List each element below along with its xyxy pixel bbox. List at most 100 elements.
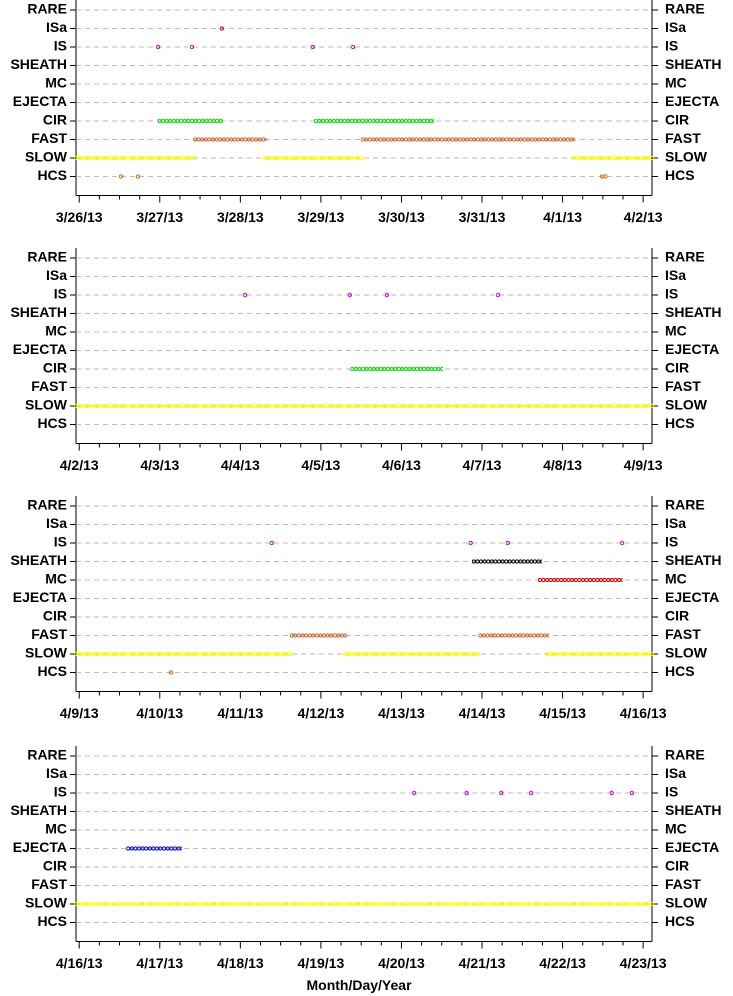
event-interval xyxy=(314,118,435,124)
x-tick-label: 4/16/13 xyxy=(56,955,103,971)
y-tick-label-right: EJECTA xyxy=(665,93,719,109)
x-tick-label: 3/30/13 xyxy=(378,209,425,225)
y-tick-label-right: IS xyxy=(665,784,678,800)
event-interval xyxy=(190,44,195,50)
y-tick-label-right: SHEATH xyxy=(665,56,722,72)
x-tick-label: 3/27/13 xyxy=(136,209,183,225)
y-tick-label: IS xyxy=(54,534,67,550)
y-tick-label-right: CIR xyxy=(665,360,689,376)
x-tick-label: 4/4/13 xyxy=(221,457,260,473)
y-tick-label: MC xyxy=(45,571,67,587)
x-tick-label: 4/2/13 xyxy=(60,457,99,473)
y-tick-label: RARE xyxy=(27,1,67,17)
x-tick-label: 4/1/13 xyxy=(543,209,582,225)
y-tick-label-right: MC xyxy=(665,571,687,587)
y-tick-label-right: RARE xyxy=(665,747,705,763)
event-interval xyxy=(157,118,224,124)
x-tick-label: 4/20/13 xyxy=(378,955,425,971)
y-tick-label: RARE xyxy=(27,747,67,763)
y-tick-label-right: EJECTA xyxy=(665,589,719,605)
y-tick-label: SHEATH xyxy=(10,802,67,818)
event-interval xyxy=(529,790,534,796)
y-tick-label: SHEATH xyxy=(10,304,67,320)
y-tick-label: EJECTA xyxy=(13,589,67,605)
y-tick-label: FAST xyxy=(31,626,67,642)
y-tick-label: MC xyxy=(45,821,67,837)
x-tick-label: 3/26/13 xyxy=(56,209,103,225)
y-tick-label: HCS xyxy=(37,913,67,929)
y-tick-label: HCS xyxy=(37,415,67,431)
x-tick-label: 4/3/13 xyxy=(140,457,179,473)
event-interval xyxy=(243,292,248,298)
y-tick-label: HCS xyxy=(37,663,67,679)
event-interval xyxy=(464,790,469,796)
event-interval xyxy=(219,25,224,32)
x-tick-label: 4/21/13 xyxy=(459,955,506,971)
y-tick-label-right: EJECTA xyxy=(665,341,719,357)
y-tick-label-right: SLOW xyxy=(665,645,708,661)
y-tick-label-right: MC xyxy=(665,821,687,837)
y-tick-label-right: ISa xyxy=(665,515,686,531)
y-tick-label-right: SHEATH xyxy=(665,304,722,320)
x-tick-label: 4/15/13 xyxy=(539,705,586,721)
y-tick-label-right: HCS xyxy=(665,663,695,679)
y-tick-label-right: HCS xyxy=(665,913,695,929)
x-tick-label: 4/5/13 xyxy=(301,457,340,473)
event-interval xyxy=(262,155,364,161)
y-tick-label: CIR xyxy=(43,360,67,376)
y-tick-label-right: FAST xyxy=(665,876,701,892)
y-tick-label-right: ISa xyxy=(665,765,686,781)
event-interval xyxy=(269,540,274,546)
event-interval xyxy=(360,136,576,143)
y-tick-label-right: FAST xyxy=(665,378,701,394)
y-tick-label-right: CIR xyxy=(665,608,689,624)
y-tick-label-right: RARE xyxy=(665,497,705,513)
event-interval xyxy=(126,845,182,852)
event-interval xyxy=(350,366,443,372)
event-interval xyxy=(156,44,161,50)
x-tick-label: 4/16/13 xyxy=(620,705,667,721)
x-tick-label: 4/23/13 xyxy=(620,955,667,971)
y-tick-label-right: SLOW xyxy=(665,397,708,413)
y-tick-label-right: ISa xyxy=(665,19,686,35)
x-tick-label: 4/12/13 xyxy=(298,705,345,721)
event-interval xyxy=(609,790,614,796)
y-tick-label-right: HCS xyxy=(665,415,695,431)
y-tick-label: RARE xyxy=(27,497,67,513)
y-tick-label: CIR xyxy=(43,858,67,874)
event-interval xyxy=(571,155,654,161)
y-tick-label: ISa xyxy=(46,19,67,35)
event-interval xyxy=(310,44,315,50)
event-interval xyxy=(74,403,654,409)
event-interval xyxy=(600,173,608,180)
event-interval xyxy=(384,292,389,298)
x-tick-label: 4/14/13 xyxy=(459,705,506,721)
event-interval xyxy=(471,558,543,565)
y-tick-label-right: HCS xyxy=(665,167,695,183)
y-tick-label: FAST xyxy=(31,378,67,394)
y-tick-label: ISa xyxy=(46,765,67,781)
event-interval xyxy=(193,136,267,143)
y-tick-label-right: CIR xyxy=(665,112,689,128)
event-interval xyxy=(74,901,654,907)
event-interval xyxy=(347,292,352,298)
event-interval xyxy=(119,173,124,180)
y-tick-label-right: FAST xyxy=(665,130,701,146)
event-interval xyxy=(499,790,504,796)
y-tick-label: FAST xyxy=(31,130,67,146)
x-tick-label: 4/8/13 xyxy=(543,457,582,473)
y-tick-label-right: IS xyxy=(665,286,678,302)
y-tick-label: EJECTA xyxy=(13,93,67,109)
event-interval xyxy=(351,44,356,50)
event-interval xyxy=(468,540,473,546)
x-tick-label: 4/19/13 xyxy=(298,955,345,971)
y-tick-label-right: FAST xyxy=(665,626,701,642)
y-tick-label: CIR xyxy=(43,608,67,624)
y-tick-label: SLOW xyxy=(25,895,68,911)
y-tick-label: FAST xyxy=(31,876,67,892)
event-interval xyxy=(478,632,550,639)
event-interval xyxy=(505,540,510,546)
x-tick-label: 4/17/13 xyxy=(136,955,183,971)
